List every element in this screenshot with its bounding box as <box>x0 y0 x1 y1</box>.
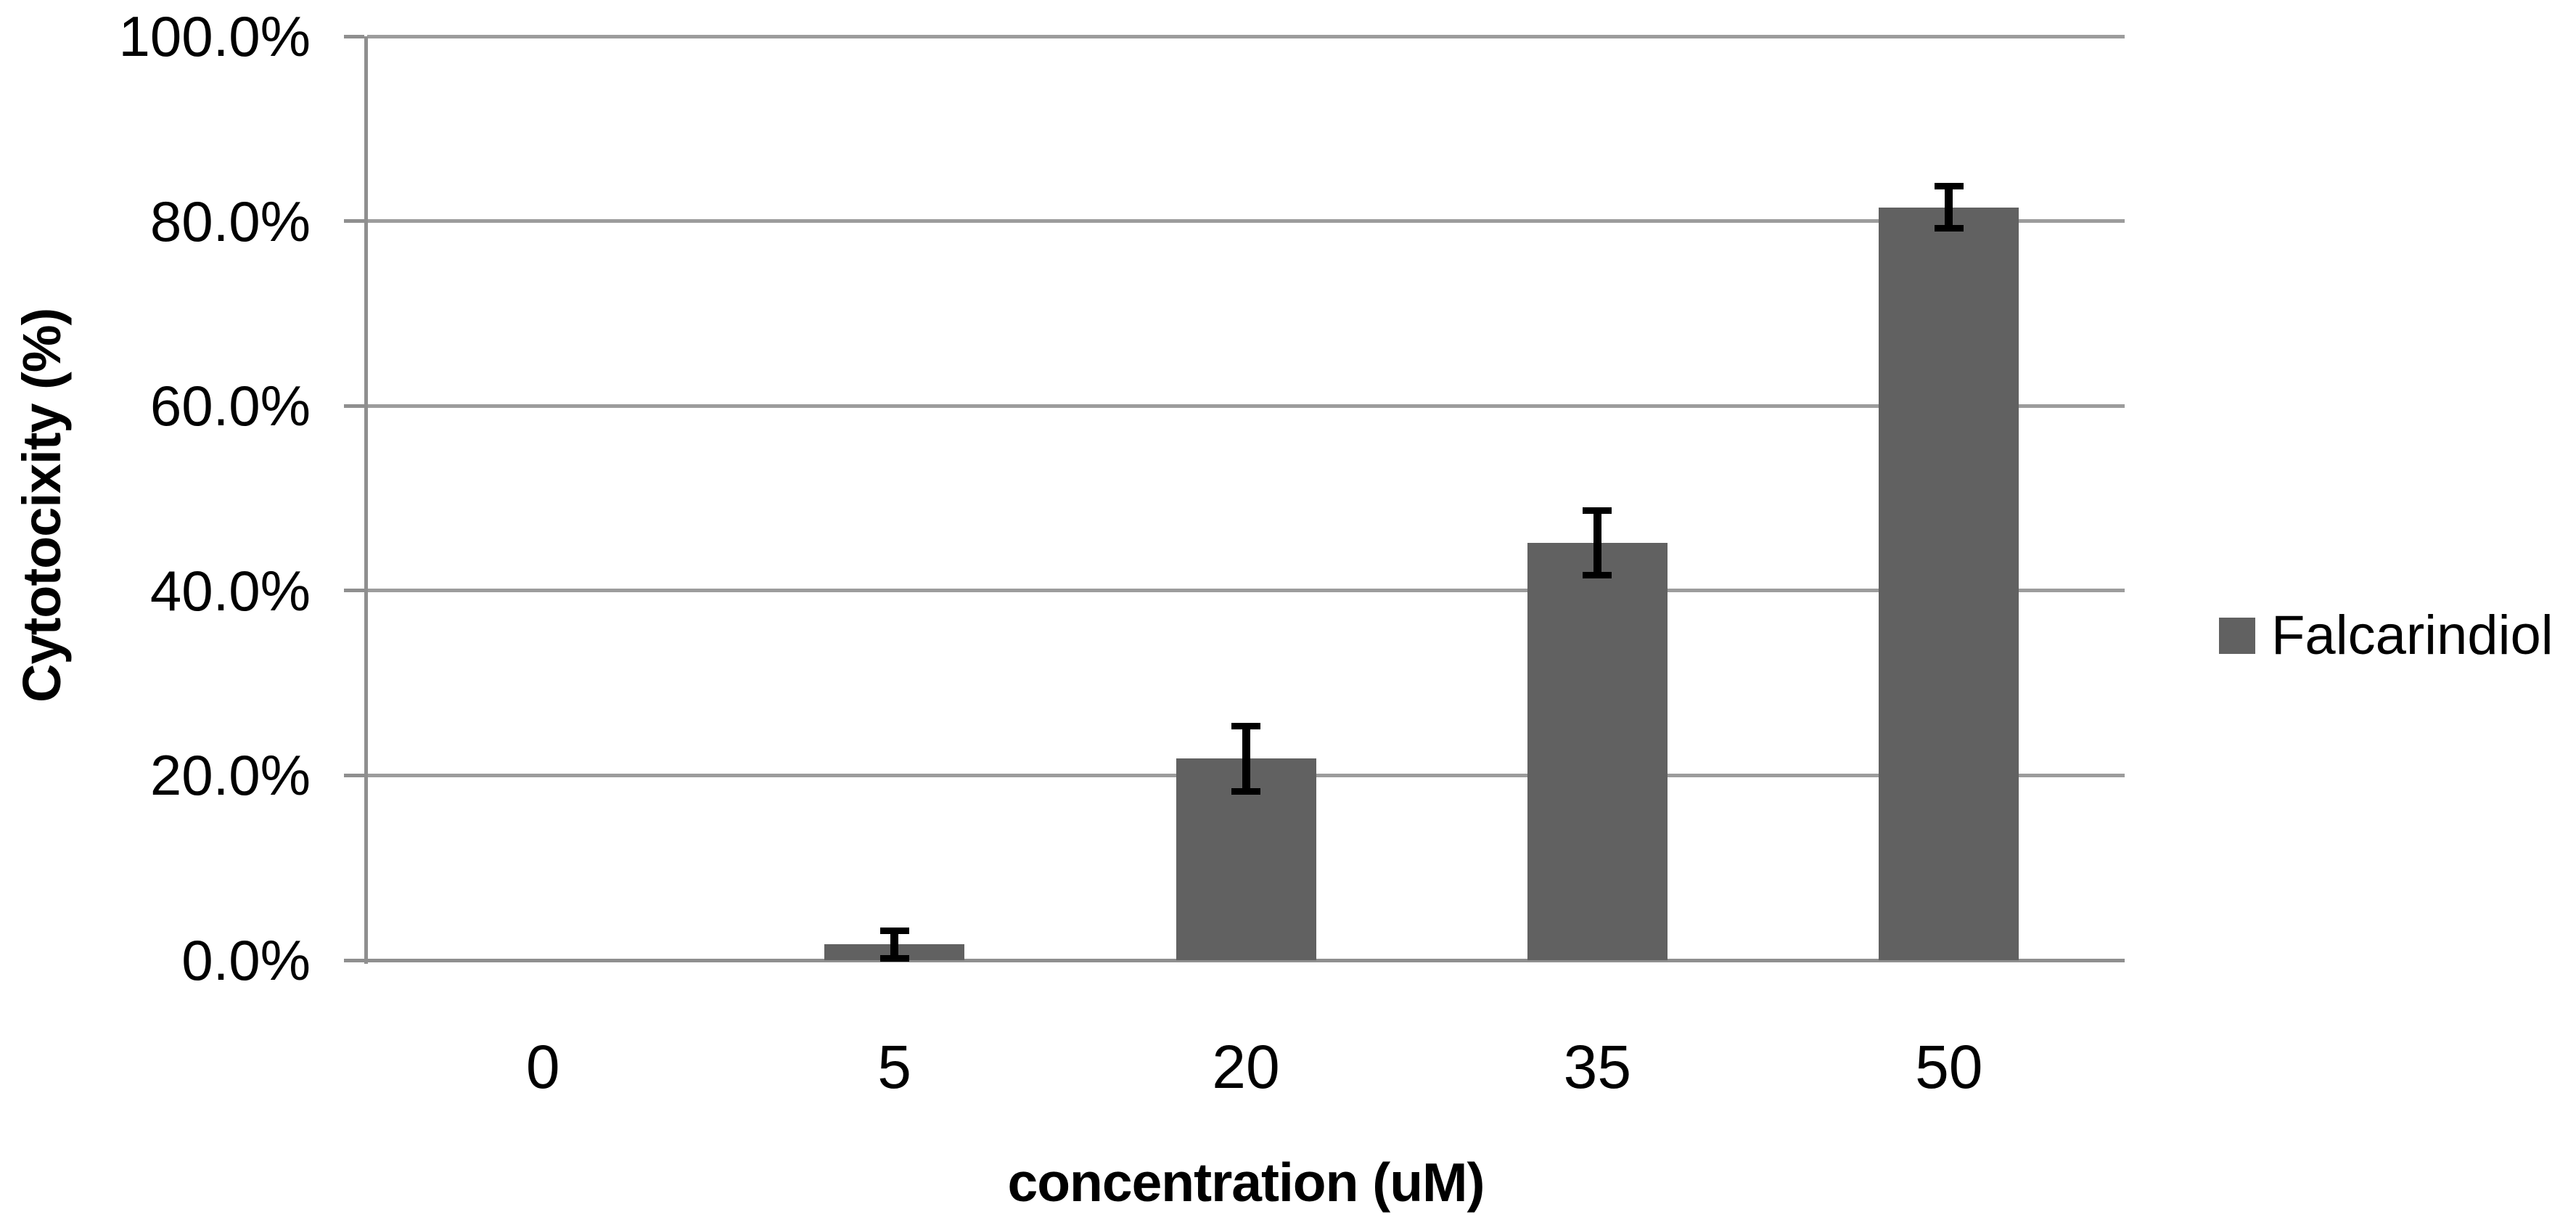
error-bar-cap-top <box>1934 182 1964 189</box>
y-axis-tick <box>344 404 364 408</box>
x-axis-title: concentration (uM) <box>1007 1152 1485 1213</box>
y-axis-title: Cytotocixity (%) <box>12 308 72 703</box>
legend-swatch-icon <box>2219 618 2255 654</box>
error-bar-cap-bottom <box>1583 571 1612 578</box>
x-axis-tick-label: 0 <box>525 1033 560 1101</box>
legend: Falcarindiol <box>2219 607 2554 665</box>
y-axis-tick <box>344 773 364 777</box>
error-bar-cap-top <box>1231 723 1260 730</box>
bar-50 <box>1879 207 2019 960</box>
y-axis-tick <box>344 34 364 38</box>
error-bar-line <box>1242 726 1250 792</box>
y-axis-tick-label: 0.0% <box>181 928 311 992</box>
bar-35 <box>1527 542 1668 960</box>
gridline <box>367 34 2125 38</box>
gridline <box>367 404 2125 408</box>
y-axis-tick <box>344 958 364 962</box>
error-bar-cap-bottom <box>1231 787 1260 795</box>
y-axis-tick <box>344 589 364 593</box>
x-axis-line <box>364 958 2125 962</box>
x-axis-tick-label: 50 <box>1915 1033 1983 1101</box>
gridline <box>367 589 2125 593</box>
error-bar-line <box>1593 510 1601 576</box>
y-axis-line <box>364 36 368 964</box>
y-axis-tick <box>344 219 364 224</box>
y-axis-tick-label: 40.0% <box>149 558 311 623</box>
y-axis-tick-label: 80.0% <box>149 189 311 253</box>
gridline <box>367 219 2125 224</box>
error-bar-line <box>1945 186 1953 229</box>
legend-label: Falcarindiol <box>2271 605 2554 666</box>
error-bar-cap-top <box>1583 507 1612 514</box>
error-bar-cap-top <box>879 927 909 934</box>
error-bar-line <box>890 930 899 959</box>
y-axis-tick-label: 60.0% <box>149 374 311 438</box>
y-axis-tick-label: 20.0% <box>149 743 311 808</box>
error-bar-cap-bottom <box>879 954 909 962</box>
x-axis-tick-label: 5 <box>877 1033 911 1101</box>
y-axis-tick-label: 100.0% <box>118 4 311 68</box>
x-axis-tick-label: 20 <box>1212 1033 1280 1101</box>
error-bar-cap-bottom <box>1934 225 1964 232</box>
x-axis-tick-label: 35 <box>1563 1033 1632 1101</box>
